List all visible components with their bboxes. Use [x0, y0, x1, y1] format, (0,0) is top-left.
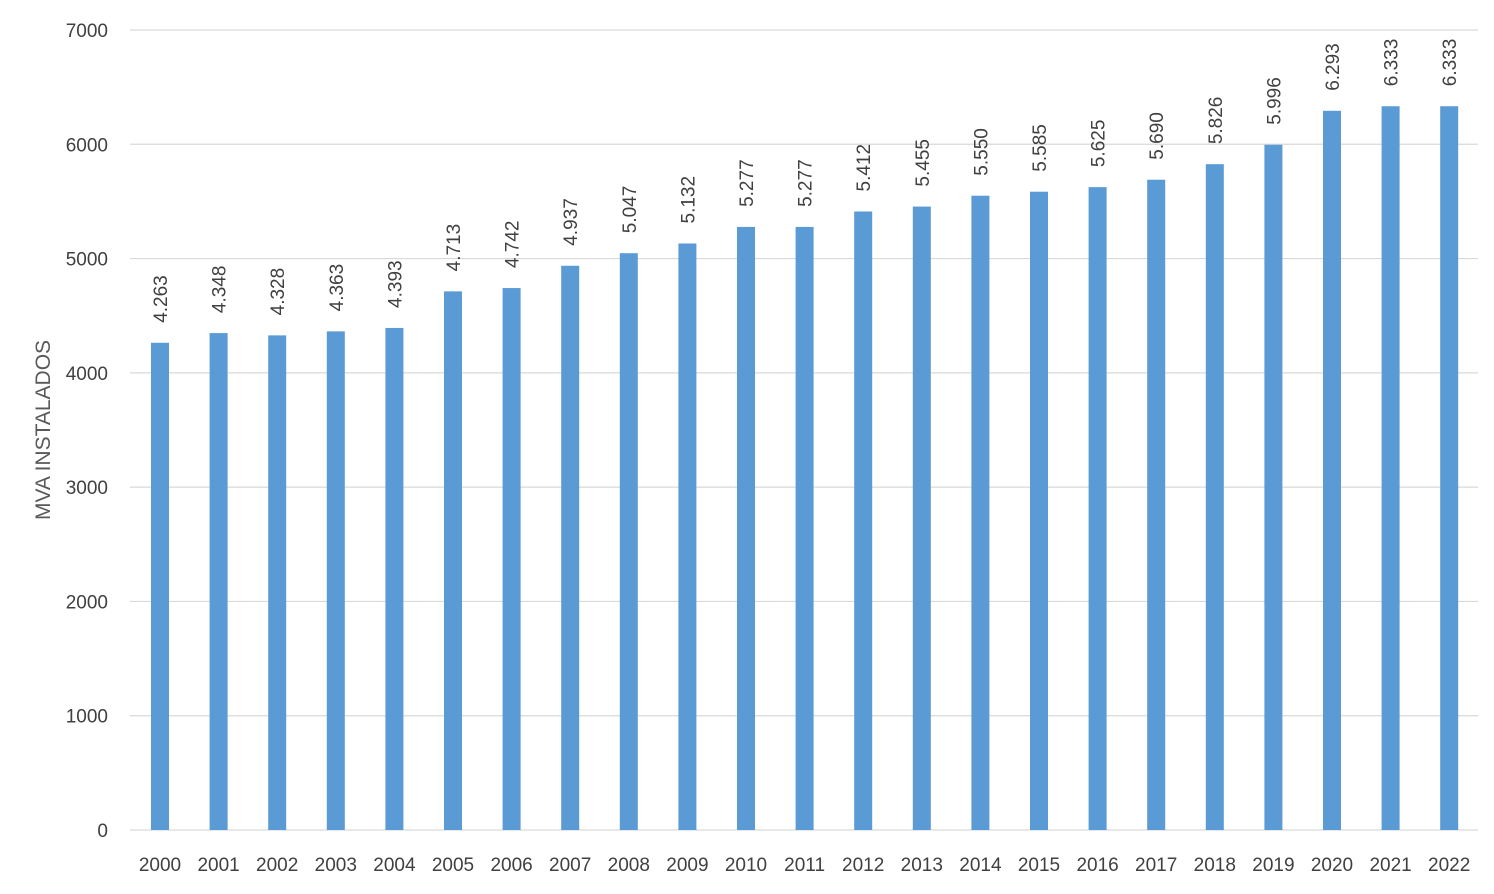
data-label: 4.937: [561, 198, 582, 246]
x-tick-label: 2000: [139, 855, 181, 876]
bar: [1030, 191, 1048, 830]
bar: [1323, 110, 1341, 831]
x-tick-label: 2006: [490, 855, 532, 876]
y-tick-label: 4000: [66, 364, 108, 385]
x-tick-label: 2022: [1428, 855, 1470, 876]
y-tick-label: 7000: [66, 21, 108, 42]
data-label: 4.348: [210, 266, 231, 314]
data-label: 5.277: [737, 159, 758, 207]
bar: [795, 226, 814, 830]
x-tick-label: 2020: [1311, 855, 1353, 876]
y-tick-label: 1000: [66, 707, 108, 728]
data-label: 5.047: [620, 186, 641, 234]
bar: [502, 288, 521, 830]
y-tick-label: 6000: [66, 135, 108, 156]
bar: [1264, 144, 1283, 830]
data-label: 5.550: [971, 128, 992, 176]
x-tick-label: 2011: [784, 855, 825, 876]
data-label: 4.393: [385, 260, 406, 308]
data-label: 6.333: [1440, 39, 1461, 87]
bar: [1088, 187, 1107, 831]
bar: [854, 211, 873, 830]
x-tick-label: 2010: [725, 855, 767, 876]
y-tick-label: 5000: [66, 250, 108, 271]
bar: [444, 291, 462, 830]
data-label: 6.333: [1382, 39, 1403, 87]
bar: [678, 243, 697, 830]
y-axis-title: MVA INSTALADOS: [32, 340, 55, 520]
bar: [385, 327, 404, 830]
bar: [1440, 106, 1459, 830]
data-label: 6.293: [1323, 43, 1344, 91]
y-axis-ticks: 0 1000 2000 3000 4000 5000 6000 7000: [66, 21, 108, 842]
x-tick-label: 2018: [1194, 855, 1236, 876]
x-tick-label: 2021: [1369, 855, 1411, 876]
data-label: 4.363: [327, 264, 348, 312]
bar: [737, 226, 755, 830]
data-labels: 4.263 4.348 4.328 4.363 4.393 4.713 4.742 4.937…: [151, 39, 1461, 323]
bar: [561, 265, 580, 830]
data-label: 5.455: [913, 139, 934, 187]
data-label: 5.690: [1147, 112, 1168, 160]
data-label: 5.625: [1089, 120, 1110, 168]
x-tick-label: 2017: [1135, 855, 1177, 876]
x-tick-label: 2005: [432, 855, 474, 876]
bars: [151, 106, 1459, 831]
data-label: 4.263: [151, 275, 172, 323]
data-label: 5.826: [1206, 97, 1227, 145]
y-tick-label: 2000: [66, 592, 108, 613]
y-tick-label: 0: [97, 821, 108, 842]
data-label: 4.742: [503, 221, 524, 269]
bar: [971, 195, 990, 830]
x-tick-label: 2004: [373, 855, 416, 876]
bar: [912, 206, 931, 831]
bar: [268, 335, 287, 830]
data-label: 4.328: [268, 268, 289, 316]
x-tick-label: 2009: [666, 855, 708, 876]
data-label: 5.585: [1030, 124, 1051, 172]
x-tick-label: 2001: [197, 855, 239, 876]
x-axis-ticks: 2000 2001 2002 2003 2004 2005 2006 2007 2008 2009…: [139, 855, 1470, 876]
y-tick-label: 3000: [66, 478, 108, 499]
x-tick-label: 2007: [549, 855, 591, 876]
x-tick-label: 2019: [1252, 855, 1294, 876]
bar: [151, 342, 169, 830]
x-tick-label: 2002: [256, 855, 298, 876]
bar: [1147, 179, 1166, 830]
data-label: 5.996: [1264, 77, 1285, 125]
bar: [1381, 106, 1400, 830]
x-tick-label: 2003: [315, 855, 357, 876]
data-label: 4.713: [444, 224, 465, 272]
data-label: 5.277: [796, 159, 817, 207]
x-tick-label: 2012: [842, 855, 884, 876]
x-tick-label: 2013: [901, 855, 943, 876]
x-tick-label: 2014: [959, 855, 1002, 876]
bar: [326, 331, 345, 830]
x-tick-label: 2016: [1076, 855, 1118, 876]
x-tick-label: 2008: [608, 855, 650, 876]
bar: [1205, 164, 1224, 830]
data-label: 5.132: [678, 176, 699, 224]
data-label: 5.412: [854, 144, 875, 192]
bar: [619, 253, 638, 830]
bar: [209, 333, 228, 830]
x-tick-label: 2015: [1018, 855, 1060, 876]
